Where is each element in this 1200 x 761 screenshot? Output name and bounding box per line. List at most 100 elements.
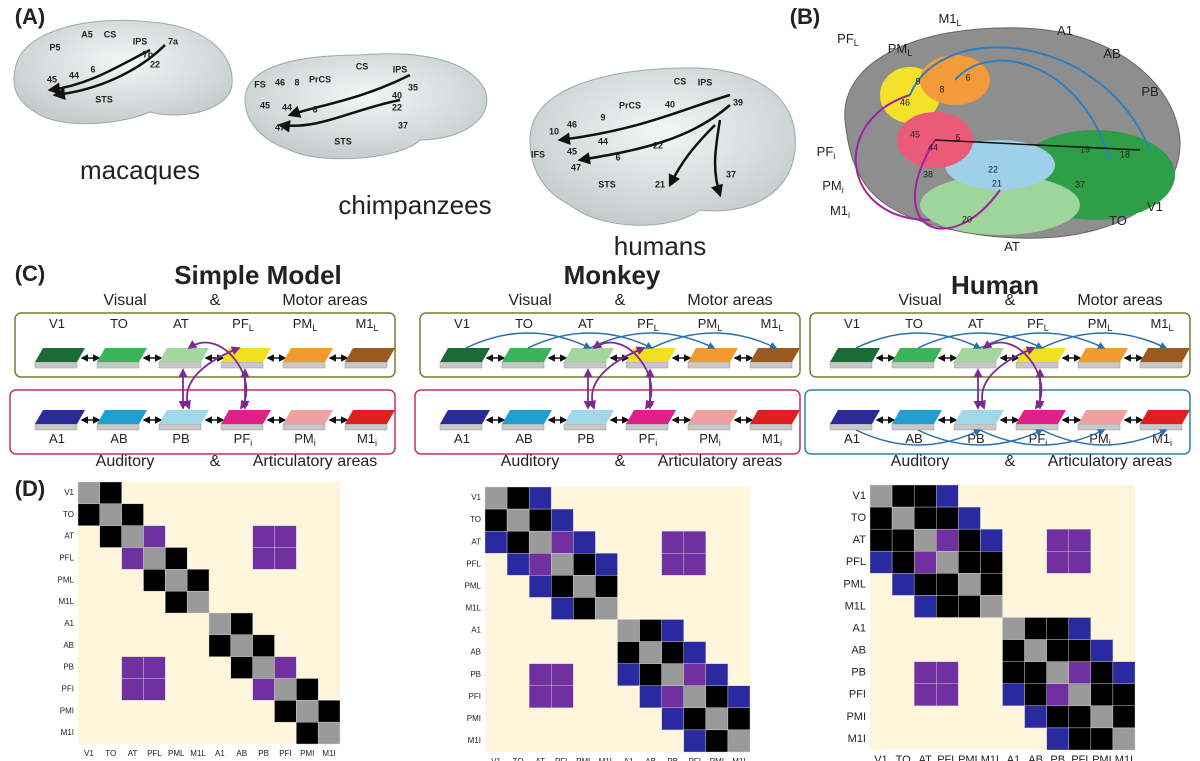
matrix-cell [528,486,552,510]
matrix-cell [1068,528,1092,552]
area-tile-base [282,423,326,431]
area-label: AT [1004,239,1020,254]
matrix-cell [506,486,530,510]
matrix-cell [1046,683,1069,707]
matrix-cell [484,530,508,554]
matrix-cell [936,573,959,596]
matrix-row-label: AB [470,648,481,657]
area-label-main: PF [234,431,251,446]
matrix-row-label: PB [851,667,866,679]
matrix-cell [595,553,618,576]
matrix-col-label: A1 [215,749,225,758]
matrix-cell [186,569,210,592]
area-label: AB [110,431,127,446]
area-label-main: PM [888,41,908,56]
area-label: PML [888,41,913,58]
matrix-cell [1024,617,1047,640]
matrix-cell [506,530,530,554]
header-motor: Motor areas [282,292,367,309]
region-label: CS [356,61,369,71]
matrix-col-label: M1I [732,757,745,761]
area-label-sub: i [1109,438,1111,448]
species-label: chimpanzees [338,190,491,220]
matrix-cell [936,551,959,574]
area-label-sub: L [717,323,722,333]
matrix-col-label: M1L [190,749,206,758]
matrix-cell [1046,528,1069,552]
matrix-cell [551,575,574,598]
area-label-main: AB [110,431,127,446]
area-tile [1078,348,1128,362]
area-label-main: A1 [454,431,470,446]
matrix-col-label: AB [236,749,247,758]
matrix-cell [165,547,188,570]
header-visual: Visual [898,292,941,309]
matrix-col-label: TO [896,754,912,761]
matrix-col-label: M1L [599,757,615,761]
macaque-brain [13,19,233,125]
area-tile-base [501,423,545,431]
matrix-col-label: AB [645,757,656,761]
area-tile-base [749,361,793,369]
matrix-row-label: AB [63,641,74,650]
matrix-cell [661,530,684,554]
area-label: A1 [454,431,470,446]
area-label-main: M1 [760,316,778,331]
area-label: PMi [294,431,316,448]
matrix-cell [99,481,122,505]
area-label: PFi [817,144,836,161]
area-tile [750,348,800,362]
area-label: TO [905,316,923,331]
area-label-main: PM [822,178,842,193]
matrix-row-label: V1 [64,488,74,497]
matrix-cell [551,553,574,576]
area-label-main: V1 [844,316,860,331]
area-label-main: AT [1004,239,1020,254]
matrix-col-label: AB [1028,754,1043,761]
matrix-cell [1112,683,1136,707]
area-tile [35,348,85,362]
matrix-cell [1024,705,1047,729]
area-label-sub: i [780,438,782,448]
matrix-cell [1112,727,1136,751]
area-label-sub: L [374,323,379,333]
matrix-cell [1090,727,1114,751]
area-tile-base [953,361,997,369]
area-tile-base [220,423,264,431]
area-label-main: AT [173,316,189,331]
area-tile-base [891,423,935,431]
matrix-cell [99,525,122,548]
matrix-cell [1024,683,1047,707]
matrix-cell [296,678,319,701]
area-tile-base [344,423,388,431]
area-label: TO [110,316,128,331]
matrix-row-label: M1L [465,604,481,613]
matrix-cell [1002,617,1025,640]
matrix-col-label: AT [535,757,545,761]
area-tile-base [829,361,873,369]
area-tile [1016,348,1066,362]
matrix-cell [891,506,915,530]
area-label: PML [293,316,318,333]
matrix-cell [936,506,959,530]
matrix-cell [186,590,210,614]
area-label-main: PF [637,316,654,331]
matrix-cell [1002,639,1025,662]
region-label: IFS [531,149,545,159]
area-tile [1078,410,1128,424]
area-tile [97,348,147,362]
area-tile-base [687,423,731,431]
area-tile [221,410,271,424]
model-title: Simple Model [174,260,342,290]
region-label: 37 [726,169,736,179]
matrix-row-label: M1I [61,728,74,737]
area-label-main: M1 [762,431,780,446]
matrix-cell [165,590,188,614]
matrix-cell [1046,617,1069,640]
area-label-sub: i [848,210,850,220]
footer-articulatory: Articulatory areas [253,453,378,470]
matrix-cell [143,547,166,570]
brodmann-label: 22 [988,164,998,174]
area-label: M1L [760,316,783,333]
matrix-cell [551,508,574,532]
